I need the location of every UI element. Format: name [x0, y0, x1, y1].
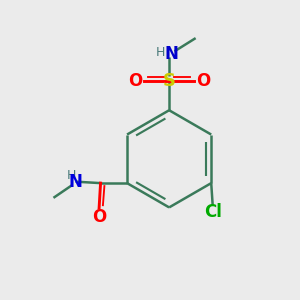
Text: H: H	[156, 46, 166, 59]
Text: O: O	[92, 208, 106, 226]
Text: N: N	[69, 173, 82, 191]
Text: O: O	[196, 72, 210, 90]
Text: S: S	[163, 72, 176, 90]
Text: O: O	[128, 72, 142, 90]
Text: Cl: Cl	[204, 203, 222, 221]
Text: N: N	[165, 45, 178, 63]
Text: H: H	[66, 169, 76, 182]
